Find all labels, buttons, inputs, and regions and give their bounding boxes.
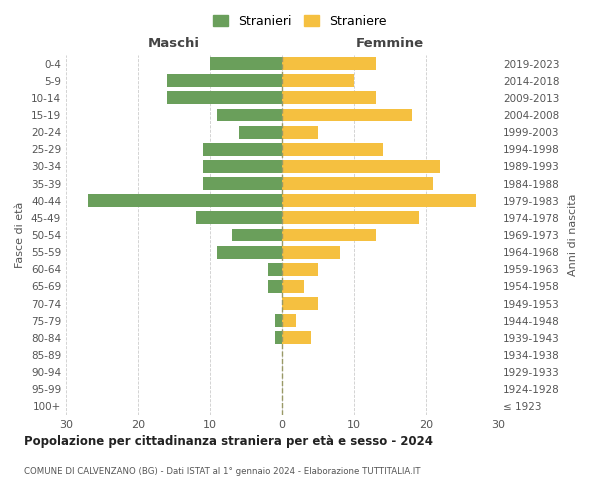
Text: Popolazione per cittadinanza straniera per età e sesso - 2024: Popolazione per cittadinanza straniera p… xyxy=(24,435,433,448)
Bar xyxy=(282,126,318,138)
Bar xyxy=(239,126,282,138)
Bar xyxy=(282,194,476,207)
Bar xyxy=(217,246,282,258)
Bar xyxy=(282,280,304,293)
Bar xyxy=(217,108,282,122)
Bar xyxy=(282,314,296,327)
Bar xyxy=(232,228,282,241)
Bar xyxy=(167,92,282,104)
Bar xyxy=(167,74,282,87)
Bar xyxy=(275,332,282,344)
Y-axis label: Anni di nascita: Anni di nascita xyxy=(568,194,578,276)
Bar xyxy=(282,74,354,87)
Bar xyxy=(282,297,318,310)
Bar xyxy=(282,160,440,173)
Bar xyxy=(282,246,340,258)
Bar xyxy=(203,160,282,173)
Y-axis label: Fasce di età: Fasce di età xyxy=(16,202,25,268)
Bar xyxy=(275,314,282,327)
Bar xyxy=(282,332,311,344)
Legend: Stranieri, Straniere: Stranieri, Straniere xyxy=(209,11,391,32)
Bar xyxy=(88,194,282,207)
Bar xyxy=(282,177,433,190)
Text: COMUNE DI CALVENZANO (BG) - Dati ISTAT al 1° gennaio 2024 - Elaborazione TUTTITA: COMUNE DI CALVENZANO (BG) - Dati ISTAT a… xyxy=(24,468,421,476)
Text: Femmine: Femmine xyxy=(356,37,424,50)
Bar xyxy=(282,108,412,122)
Text: Maschi: Maschi xyxy=(148,37,200,50)
Bar xyxy=(203,177,282,190)
Bar xyxy=(282,143,383,156)
Bar xyxy=(196,212,282,224)
Bar xyxy=(203,143,282,156)
Bar xyxy=(268,280,282,293)
Bar xyxy=(282,57,376,70)
Bar xyxy=(282,228,376,241)
Bar xyxy=(268,263,282,276)
Bar xyxy=(282,263,318,276)
Bar xyxy=(210,57,282,70)
Bar xyxy=(282,212,419,224)
Bar xyxy=(282,92,376,104)
